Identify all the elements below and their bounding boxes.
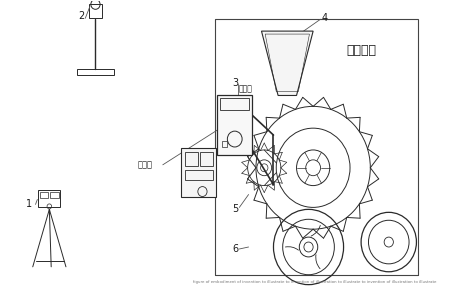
Bar <box>185 170 212 180</box>
Bar <box>220 99 249 110</box>
Bar <box>215 19 418 275</box>
Text: 控制器: 控制器 <box>138 160 153 169</box>
Bar <box>38 190 61 208</box>
Bar <box>215 19 418 275</box>
Bar <box>222 141 228 147</box>
Text: 2: 2 <box>79 11 85 21</box>
Text: figure of embodiment of invention to illustrate to invention of illustration to : figure of embodiment of invention to ill… <box>193 280 437 284</box>
Bar <box>185 152 198 166</box>
Bar <box>50 192 59 199</box>
Text: 4: 4 <box>321 13 327 23</box>
Text: 播种单体: 播种单体 <box>346 45 376 58</box>
Text: 变速盒: 变速盒 <box>239 84 253 93</box>
Bar <box>200 152 212 166</box>
Text: 3: 3 <box>233 78 239 88</box>
Bar <box>217 95 252 155</box>
Bar <box>77 69 114 75</box>
Bar <box>181 148 216 197</box>
Bar <box>89 4 102 18</box>
Text: 6: 6 <box>233 244 239 254</box>
Text: 5: 5 <box>233 204 239 214</box>
Polygon shape <box>262 31 313 95</box>
Text: 1: 1 <box>26 199 32 210</box>
Bar <box>40 192 48 199</box>
